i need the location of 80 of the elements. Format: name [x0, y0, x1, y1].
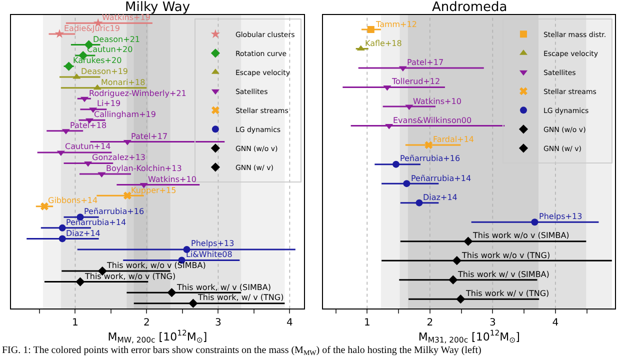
annotation: Deason+21: [93, 35, 140, 44]
point: [98, 172, 106, 178]
x-tick-label: 1: [364, 318, 370, 329]
caption: FIG. 1: The colored points with error bars show constraints on the mass (M$_{MW}$) of the halo hosting the Milky Way (left): [2, 345, 482, 358]
annotation: Li&White08: [186, 250, 232, 259]
annotation: Tamm+12: [375, 20, 417, 29]
point: [54, 29, 64, 38]
point: [464, 236, 473, 246]
point: [58, 224, 66, 232]
x-axis-title: M$_{MW, 200c}$ [10$^{12}$M$_{⊙}$]: [108, 328, 208, 345]
point: [531, 218, 538, 226]
annotation: Boylan-Kolchin+13: [106, 164, 182, 173]
point: [452, 256, 462, 266]
annotation: Phelps+13: [539, 212, 582, 221]
annotation: Rodriguez-Wimberly+21: [89, 89, 186, 98]
annotation: This work, w/o v (SIMBA): [106, 261, 206, 270]
annotation: Diaz+14: [423, 193, 458, 202]
x-tick-label: 1: [72, 318, 78, 329]
annotation: Peñarrubia+14: [66, 218, 126, 227]
annotation: Patel+17: [407, 58, 444, 67]
point: [356, 45, 365, 51]
annotation: Cautun+20: [87, 45, 133, 54]
x-tick-label: 2: [144, 318, 150, 329]
annotation: This work, w/o v (TNG): [84, 272, 176, 281]
point: [424, 141, 433, 150]
x-tick-label: 3: [489, 318, 496, 329]
point: [58, 235, 66, 242]
point: [416, 199, 423, 206]
point: [123, 192, 132, 200]
point: [167, 288, 176, 298]
annotation: Gonzalez+13: [92, 153, 146, 162]
point: [188, 298, 198, 308]
annotation: Tollerud+12: [391, 77, 440, 86]
annotation: Deason+19: [81, 67, 128, 76]
point: [40, 202, 48, 210]
annotation: Cautun+14: [65, 142, 111, 151]
annotation: Patel+18: [70, 121, 107, 130]
point: [392, 160, 400, 168]
annotation: Watkins+10: [148, 175, 196, 184]
annotation: Peñarrubia+16: [400, 154, 460, 163]
point: [93, 84, 102, 90]
annotation: This work, w/ v (SIMBA): [176, 283, 271, 292]
chart-title: Andromeda: [432, 0, 508, 15]
annotation: Diaz+14: [66, 229, 100, 238]
annotation: Eadie&Juric19: [64, 24, 120, 33]
annotation: Callingham+19: [94, 110, 156, 119]
annotation: Fardal+14: [433, 135, 474, 144]
annotation: Monari+18: [101, 78, 146, 87]
annotation: This work w/o v (TNG): [461, 251, 550, 260]
x-tick-label: 3: [215, 318, 222, 329]
annotation: Karukes+20: [73, 56, 122, 65]
annotation: Watkins+19: [102, 13, 150, 22]
annotation: Phelps+13: [191, 239, 234, 248]
x-tick-label: 2: [426, 318, 434, 329]
chart-title: Milky Way: [125, 0, 190, 15]
point: [405, 104, 414, 110]
annotation: Evans&Wilkinson00: [393, 116, 472, 125]
point: [403, 180, 410, 188]
annotation: Kafle+18: [365, 39, 402, 48]
annotation: Watkins+10: [413, 97, 462, 106]
x-axis-title: M$_{M31, 200c}$ [10$^{12}$M$_{⊙}$]: [418, 328, 520, 345]
annotation: This work, w/ v (TNG): [197, 293, 284, 302]
point: [367, 26, 374, 34]
point: [398, 66, 407, 72]
annotation: This work w/ v (SIMBA): [457, 270, 550, 279]
annotation: This work w/o v (SIMBA): [472, 231, 570, 240]
point: [76, 277, 85, 286]
annotation: Peñarrubia+14: [411, 174, 472, 183]
annotation: Peñarrubia+16: [84, 207, 144, 216]
x-tick-label: 4: [552, 318, 559, 329]
annotation: Patel+17: [131, 132, 168, 141]
point: [123, 140, 132, 146]
point: [448, 275, 458, 284]
point: [64, 62, 74, 71]
x-tick-label: 4: [286, 318, 293, 329]
annotation: Li+19: [97, 99, 121, 108]
annotation: Gibbons+14: [48, 196, 98, 205]
point: [456, 294, 466, 304]
annotation: This work w/ v (TNG): [465, 289, 550, 298]
annotation: Kupper+15: [131, 186, 176, 195]
